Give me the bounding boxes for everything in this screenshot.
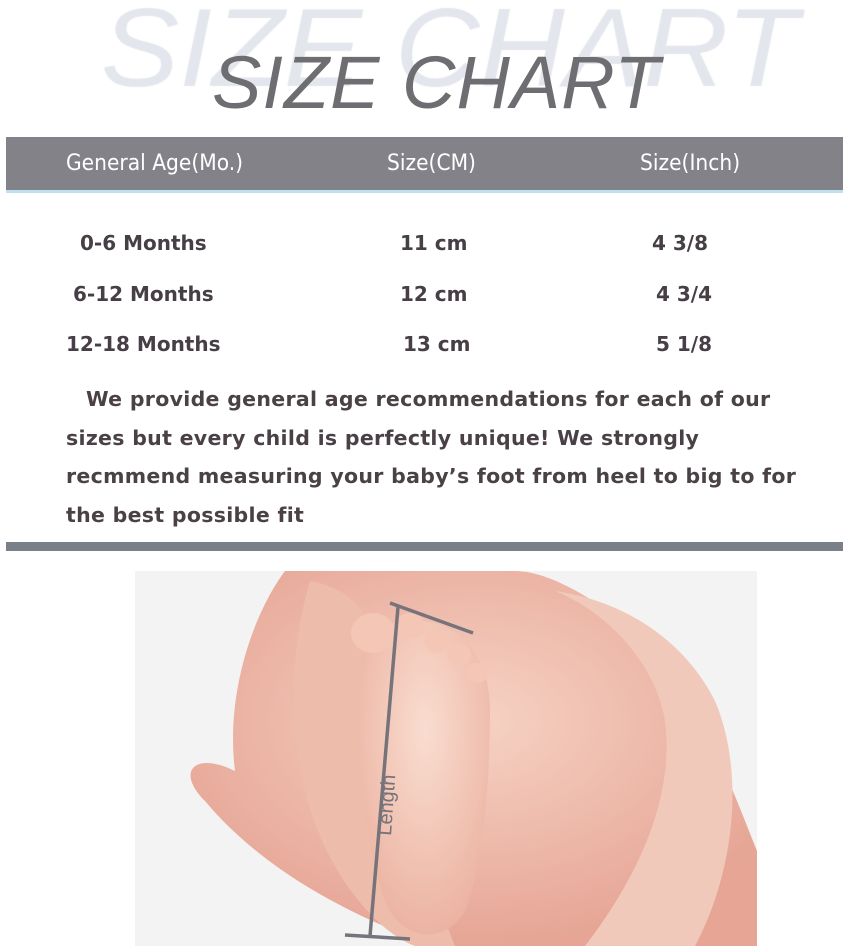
sizing-note: We provide general age recommendations f… xyxy=(66,387,797,527)
header-age: General Age(Mo.) xyxy=(66,151,244,176)
cell-cm: 11 cm xyxy=(400,231,468,255)
cell-age: 12-18 Months xyxy=(66,332,221,356)
page-title: SIZE CHART xyxy=(212,41,661,124)
cell-cm: 13 cm xyxy=(403,332,471,356)
cell-age: 6-12 Months xyxy=(73,282,214,306)
divider xyxy=(6,542,843,551)
cell-cm: 12 cm xyxy=(400,282,468,306)
hands-holding-foot-illustration: Length xyxy=(190,571,757,946)
length-label: Length xyxy=(374,774,400,837)
length-measure-line xyxy=(344,601,474,941)
baby-foot-photo: Length xyxy=(135,571,757,946)
header-cm: Size(CM) xyxy=(387,151,476,176)
table-header: General Age(Mo.) Size(CM) Size(Inch) xyxy=(6,137,843,193)
cell-inch: 5 1/8 xyxy=(656,332,713,356)
cell-inch: 4 3/8 xyxy=(652,231,709,255)
watermark-title xyxy=(0,0,849,110)
cell-inch: 4 3/4 xyxy=(656,282,713,306)
header-inch: Size(Inch) xyxy=(640,151,741,176)
cell-age: 0-6 Months xyxy=(80,231,207,255)
